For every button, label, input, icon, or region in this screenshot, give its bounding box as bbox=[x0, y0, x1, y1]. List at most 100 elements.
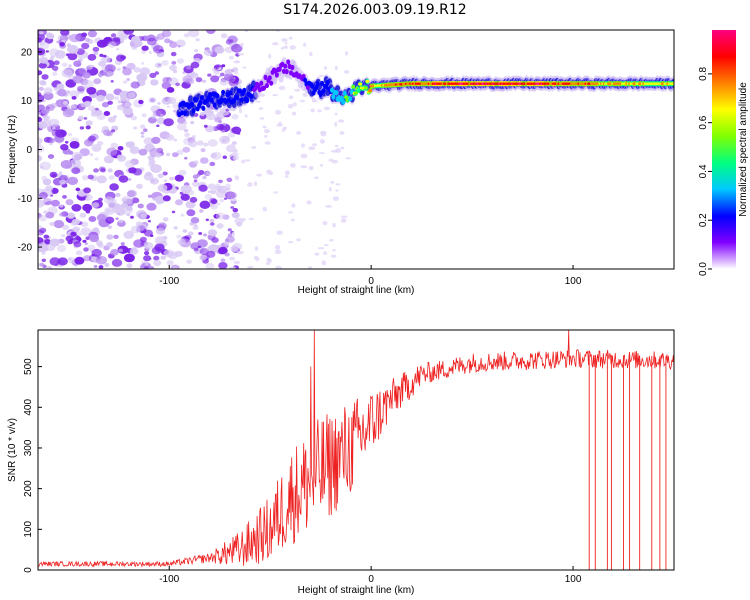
ridge-core bbox=[368, 89, 373, 93]
noise-blob bbox=[210, 198, 218, 205]
noise-blob bbox=[93, 168, 99, 173]
noise-blob bbox=[77, 85, 85, 92]
noise-blob bbox=[334, 112, 338, 116]
noise-blob bbox=[288, 241, 294, 244]
ridge-mid bbox=[209, 97, 214, 103]
noise-blob bbox=[225, 183, 232, 188]
noise-blob bbox=[124, 160, 135, 169]
noise-blob bbox=[38, 242, 47, 250]
noise-blob bbox=[281, 38, 288, 42]
noise-blob bbox=[230, 245, 239, 252]
noise-blob bbox=[123, 253, 135, 263]
noise-blob bbox=[139, 81, 146, 86]
noise-blob bbox=[320, 131, 327, 137]
noise-blob bbox=[126, 263, 133, 269]
noise-blob bbox=[66, 43, 72, 47]
noise-blob bbox=[334, 121, 338, 127]
noise-blob bbox=[38, 192, 48, 199]
noise-blob bbox=[94, 157, 99, 161]
noise-blob bbox=[210, 222, 215, 226]
noise-blob bbox=[231, 43, 243, 53]
noise-blob bbox=[232, 207, 239, 213]
noise-blob bbox=[133, 67, 141, 73]
noise-blob bbox=[162, 235, 168, 240]
noise-blob bbox=[88, 216, 97, 222]
noise-blob bbox=[248, 217, 254, 221]
noise-blob bbox=[188, 30, 200, 38]
noise-blob bbox=[233, 260, 241, 265]
spectrogram-x-axis-label: Height of straight line (km) bbox=[298, 285, 415, 296]
noise-blob bbox=[158, 222, 167, 230]
noise-blob bbox=[75, 187, 81, 192]
noise-blob bbox=[98, 265, 104, 269]
noise-blob bbox=[126, 190, 136, 198]
noise-blob bbox=[93, 51, 99, 55]
noise-blob bbox=[173, 138, 178, 142]
noise-blob bbox=[291, 203, 296, 208]
noise-blob bbox=[207, 139, 218, 147]
noise-blob bbox=[224, 252, 230, 257]
noise-blob bbox=[55, 99, 66, 108]
noise-blob bbox=[199, 209, 204, 213]
ridge-mid bbox=[342, 90, 347, 96]
noise-blob bbox=[182, 229, 188, 233]
noise-blob bbox=[205, 30, 216, 34]
noise-blob bbox=[84, 242, 88, 245]
noise-blob bbox=[156, 33, 165, 40]
noise-blob bbox=[190, 217, 200, 224]
noise-blob bbox=[64, 140, 69, 144]
noise-blob bbox=[296, 131, 302, 135]
noise-blob bbox=[199, 112, 205, 116]
noise-blob bbox=[231, 126, 242, 135]
snr-y-ticks: 0 100 200 300 400 500 bbox=[23, 358, 42, 573]
noise-blob bbox=[89, 153, 94, 157]
noise-blob bbox=[147, 194, 152, 198]
noise-blob bbox=[92, 46, 100, 52]
noise-blob bbox=[52, 71, 58, 76]
noise-blob bbox=[340, 146, 345, 150]
noise-blob bbox=[38, 155, 41, 159]
noise-blob bbox=[193, 224, 198, 227]
noise-blob bbox=[301, 143, 305, 148]
noise-blob bbox=[67, 176, 79, 186]
snr-y-tick-label: 0 bbox=[23, 567, 34, 573]
ridge-core bbox=[351, 85, 356, 89]
noise-blob bbox=[59, 42, 65, 47]
noise-blob bbox=[205, 262, 215, 269]
noise-blob bbox=[143, 128, 148, 132]
noise-blob bbox=[269, 171, 274, 176]
ridge-core bbox=[670, 82, 674, 86]
noise-blob bbox=[202, 175, 207, 180]
noise-blob bbox=[131, 45, 137, 51]
noise-blob bbox=[93, 227, 99, 232]
noise-blob bbox=[103, 155, 114, 164]
noise-blob bbox=[160, 255, 166, 260]
noise-blob bbox=[190, 61, 200, 69]
noise-blob bbox=[208, 190, 212, 193]
noise-blob bbox=[154, 243, 165, 252]
ridge-mid bbox=[284, 69, 289, 75]
noise-blob bbox=[175, 199, 183, 206]
noise-blob bbox=[258, 107, 264, 110]
noise-blob bbox=[198, 184, 208, 192]
noise-blob bbox=[148, 159, 156, 165]
noise-blob bbox=[332, 196, 339, 202]
noise-blob bbox=[180, 193, 190, 201]
figure-title: S174.2026.003.09.19.R12 bbox=[283, 2, 467, 18]
noise-blob bbox=[115, 217, 119, 220]
noise-blob bbox=[67, 44, 79, 54]
noise-blob bbox=[140, 213, 147, 219]
noise-blob bbox=[72, 161, 76, 165]
noise-blob bbox=[198, 232, 203, 235]
noise-blob bbox=[197, 245, 202, 249]
ridge-mid bbox=[303, 77, 308, 83]
noise-blob bbox=[60, 30, 70, 36]
noise-blob bbox=[137, 203, 144, 209]
colorbar-tick-label: 0.8 bbox=[698, 67, 709, 81]
noise-blob bbox=[309, 51, 313, 57]
noise-blob bbox=[338, 119, 345, 123]
ridge-mid bbox=[194, 97, 199, 103]
noise-blob bbox=[256, 173, 263, 177]
noise-blob bbox=[323, 106, 331, 111]
noise-blob bbox=[110, 80, 114, 83]
